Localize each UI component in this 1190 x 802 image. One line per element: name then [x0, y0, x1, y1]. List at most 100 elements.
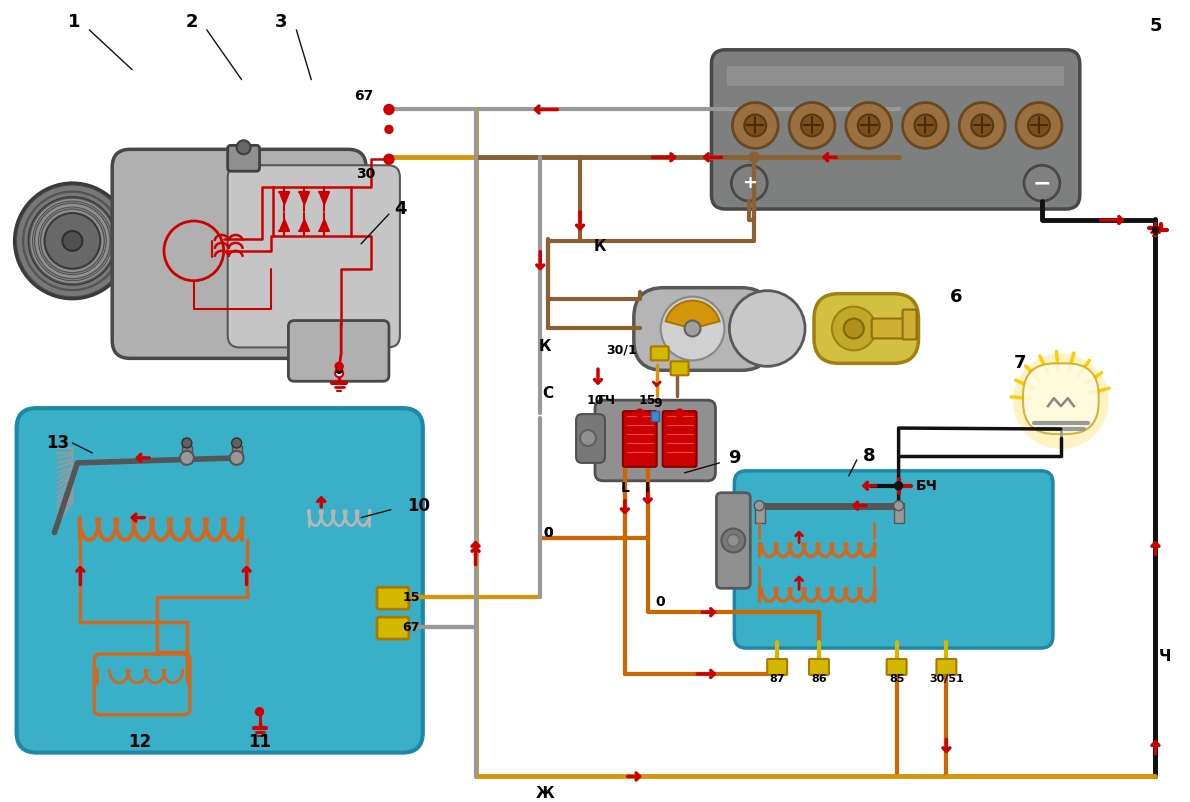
Text: 30/1: 30/1	[607, 344, 638, 357]
FancyBboxPatch shape	[814, 294, 919, 363]
Circle shape	[858, 115, 879, 136]
Bar	[756, 503, 765, 523]
Text: 87: 87	[770, 674, 785, 684]
FancyBboxPatch shape	[112, 149, 367, 358]
Text: 86: 86	[812, 674, 827, 684]
Circle shape	[14, 183, 130, 298]
FancyBboxPatch shape	[227, 145, 259, 171]
Text: 2: 2	[186, 13, 198, 31]
Wedge shape	[665, 301, 720, 329]
Text: 10: 10	[587, 394, 603, 407]
Circle shape	[1028, 115, 1050, 136]
FancyBboxPatch shape	[651, 346, 669, 360]
Bar	[727, 66, 1064, 86]
Circle shape	[337, 367, 343, 373]
Circle shape	[180, 451, 194, 465]
FancyBboxPatch shape	[887, 659, 907, 675]
FancyBboxPatch shape	[937, 659, 957, 675]
Circle shape	[915, 115, 937, 136]
Circle shape	[721, 529, 745, 553]
Text: К: К	[594, 239, 606, 254]
Circle shape	[230, 451, 244, 465]
Text: 0: 0	[654, 595, 664, 610]
FancyBboxPatch shape	[17, 408, 422, 752]
Circle shape	[801, 115, 823, 136]
Text: 1: 1	[68, 13, 81, 31]
Text: 0: 0	[544, 525, 553, 540]
Text: 67: 67	[402, 621, 420, 634]
Circle shape	[384, 154, 394, 164]
Text: 13: 13	[46, 434, 69, 452]
Text: 6: 6	[950, 288, 963, 306]
Text: 5: 5	[1150, 17, 1161, 34]
Circle shape	[902, 103, 948, 148]
Circle shape	[732, 165, 768, 201]
Circle shape	[1025, 165, 1060, 201]
Circle shape	[676, 409, 683, 417]
Text: 12: 12	[129, 732, 151, 751]
Polygon shape	[300, 192, 309, 205]
Polygon shape	[319, 219, 330, 231]
Circle shape	[62, 231, 82, 251]
Text: 30: 30	[357, 167, 376, 181]
Circle shape	[336, 363, 343, 371]
Text: С: С	[543, 386, 553, 401]
Circle shape	[727, 535, 739, 546]
FancyBboxPatch shape	[734, 471, 1053, 648]
FancyBboxPatch shape	[227, 165, 400, 347]
Text: +: +	[741, 174, 757, 192]
Circle shape	[1013, 354, 1109, 449]
Circle shape	[754, 500, 764, 511]
Text: БЧ: БЧ	[915, 479, 938, 492]
Text: 0: 0	[544, 525, 553, 540]
Text: Ж: Ж	[536, 786, 555, 801]
FancyBboxPatch shape	[872, 318, 915, 338]
Circle shape	[580, 430, 596, 446]
Bar	[182, 446, 192, 461]
FancyBboxPatch shape	[377, 618, 409, 639]
FancyBboxPatch shape	[671, 362, 689, 375]
Bar	[651, 411, 659, 421]
Circle shape	[846, 103, 891, 148]
FancyBboxPatch shape	[716, 492, 750, 589]
Circle shape	[894, 500, 903, 511]
FancyBboxPatch shape	[809, 659, 829, 675]
Circle shape	[1016, 103, 1061, 148]
Circle shape	[44, 213, 100, 269]
Text: 9: 9	[653, 397, 662, 410]
Text: Ч: Ч	[1159, 650, 1172, 665]
Polygon shape	[319, 192, 330, 205]
Circle shape	[971, 115, 994, 136]
Circle shape	[844, 318, 864, 338]
Circle shape	[729, 290, 806, 367]
FancyBboxPatch shape	[288, 321, 389, 381]
Text: I: I	[645, 480, 650, 495]
Circle shape	[789, 103, 835, 148]
Circle shape	[684, 321, 701, 337]
Circle shape	[237, 140, 251, 154]
Text: 3: 3	[275, 13, 288, 31]
Text: 11: 11	[248, 732, 271, 751]
Text: 30/51: 30/51	[929, 674, 964, 684]
Circle shape	[256, 707, 263, 715]
Text: 85: 85	[889, 674, 904, 684]
Text: ГЧ: ГЧ	[597, 394, 616, 407]
FancyBboxPatch shape	[712, 50, 1079, 209]
Text: 9: 9	[728, 449, 740, 467]
Polygon shape	[300, 219, 309, 231]
Polygon shape	[280, 192, 289, 205]
FancyBboxPatch shape	[576, 414, 605, 463]
Circle shape	[336, 369, 343, 377]
FancyBboxPatch shape	[622, 411, 657, 467]
Circle shape	[384, 104, 394, 115]
Circle shape	[750, 152, 759, 162]
FancyBboxPatch shape	[595, 400, 715, 481]
Bar	[232, 446, 242, 461]
Text: 4: 4	[395, 200, 407, 218]
Circle shape	[959, 103, 1006, 148]
Circle shape	[1152, 227, 1158, 233]
Text: 7: 7	[1014, 354, 1026, 372]
FancyBboxPatch shape	[1023, 363, 1098, 434]
Text: 67: 67	[355, 88, 374, 103]
Circle shape	[750, 152, 759, 162]
